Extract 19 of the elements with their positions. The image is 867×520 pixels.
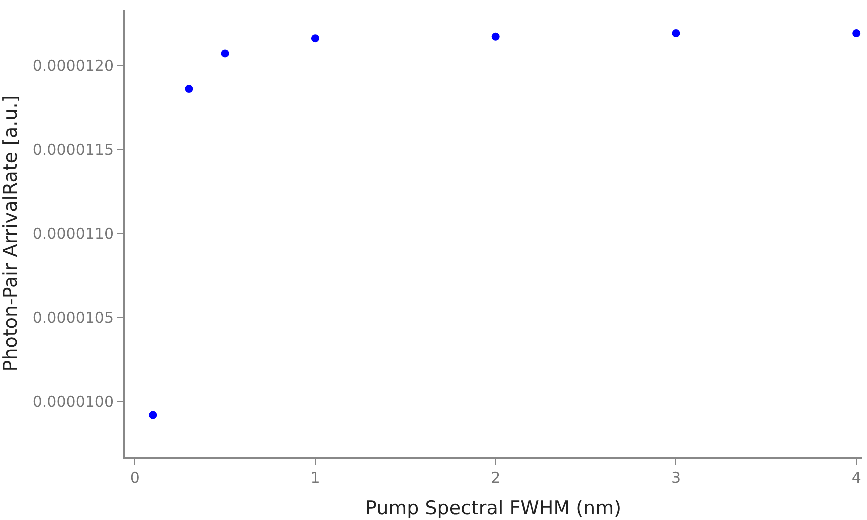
y-tick-label: 0.0000110 xyxy=(32,224,114,243)
y-axis-title: Photon-Pair ArrivalRate [a.u.] xyxy=(0,95,22,372)
x-tick-label: 4 xyxy=(852,469,862,487)
x-tick-label: 2 xyxy=(491,469,501,487)
point xyxy=(185,85,194,94)
point xyxy=(492,32,500,41)
y-tick-label: 0.0000100 xyxy=(32,393,114,412)
point xyxy=(852,30,861,38)
x-tick-label: 3 xyxy=(671,469,681,487)
x-tick-label: 0 xyxy=(130,469,140,487)
point xyxy=(221,50,230,58)
x-tick-label: 1 xyxy=(310,469,320,487)
y-tick-label: 0.0000105 xyxy=(32,309,114,327)
x-axis-title: Pump Spectral FWHM (nm) xyxy=(365,497,622,520)
point xyxy=(311,34,320,43)
y-tick-label: 0.0000115 xyxy=(32,140,114,159)
point xyxy=(672,30,680,38)
point xyxy=(149,411,158,420)
y-tick-label: 0.0000120 xyxy=(32,56,114,75)
